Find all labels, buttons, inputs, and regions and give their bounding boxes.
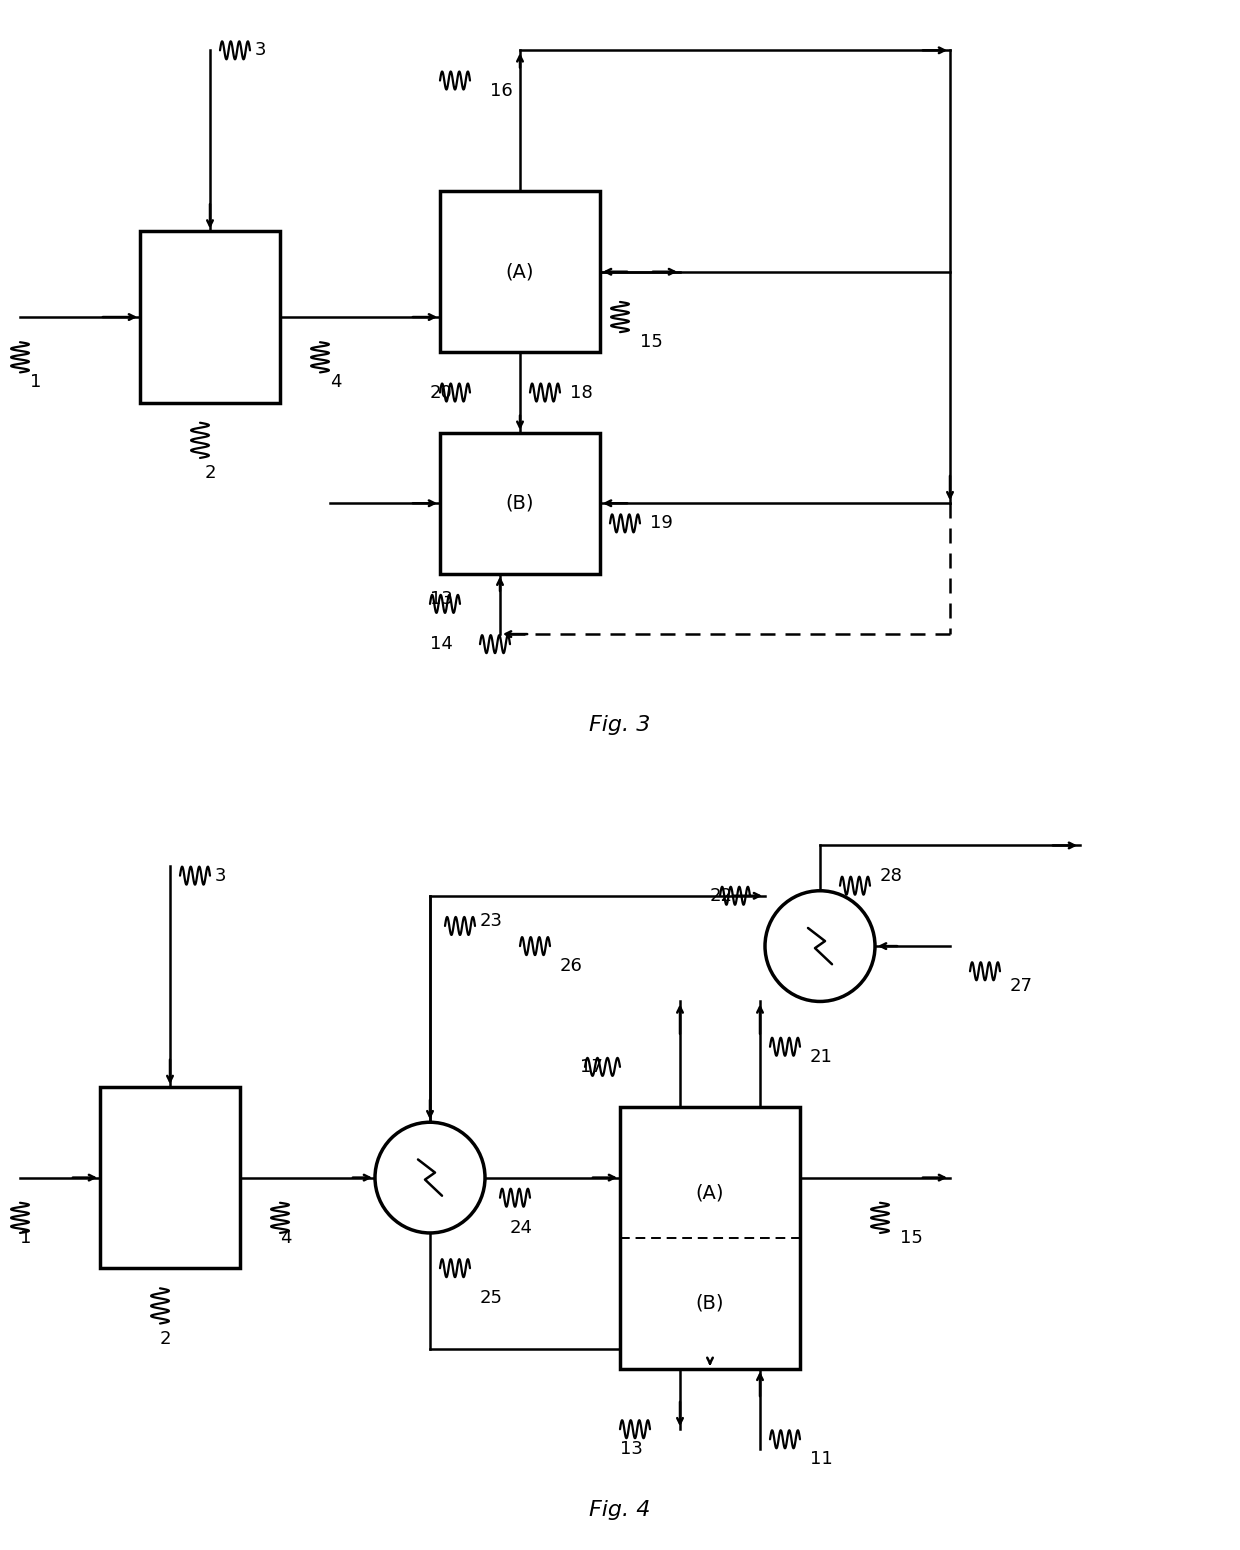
Text: 16: 16	[490, 82, 513, 99]
Text: 4: 4	[280, 1229, 291, 1248]
Text: 13: 13	[430, 591, 453, 608]
Text: 2: 2	[205, 463, 217, 482]
Text: 2: 2	[160, 1330, 171, 1347]
Text: 22: 22	[711, 887, 733, 905]
Circle shape	[374, 1122, 485, 1232]
Text: 28: 28	[880, 866, 903, 885]
Text: Fig. 4: Fig. 4	[589, 1500, 651, 1519]
Text: (A): (A)	[696, 1183, 724, 1203]
Text: 19: 19	[650, 515, 673, 532]
Text: 23: 23	[480, 911, 503, 930]
Text: 17: 17	[580, 1059, 603, 1076]
Bar	[440, 432, 600, 574]
Text: 20: 20	[430, 383, 453, 401]
Bar	[140, 231, 280, 403]
Bar	[100, 1087, 241, 1268]
Bar	[620, 1107, 800, 1369]
Text: (B): (B)	[506, 494, 534, 513]
Text: 4: 4	[330, 374, 341, 392]
Text: 26: 26	[560, 958, 583, 975]
Text: 3: 3	[215, 866, 227, 885]
Text: 24: 24	[510, 1218, 533, 1237]
Circle shape	[765, 891, 875, 1001]
Text: 11: 11	[810, 1451, 833, 1468]
Text: 21: 21	[810, 1048, 833, 1066]
Text: (B): (B)	[696, 1294, 724, 1313]
Text: 1: 1	[30, 374, 41, 392]
Bar	[440, 191, 600, 352]
Text: 18: 18	[570, 383, 593, 401]
Text: 15: 15	[640, 333, 663, 352]
Text: (A): (A)	[506, 262, 534, 281]
Text: 13: 13	[620, 1440, 642, 1459]
Text: 3: 3	[255, 42, 267, 59]
Text: Fig. 3: Fig. 3	[589, 715, 651, 735]
Text: 1: 1	[20, 1229, 31, 1248]
Text: 27: 27	[1011, 978, 1033, 995]
Text: 15: 15	[900, 1229, 923, 1248]
Text: 14: 14	[430, 636, 453, 653]
Text: 25: 25	[480, 1290, 503, 1307]
